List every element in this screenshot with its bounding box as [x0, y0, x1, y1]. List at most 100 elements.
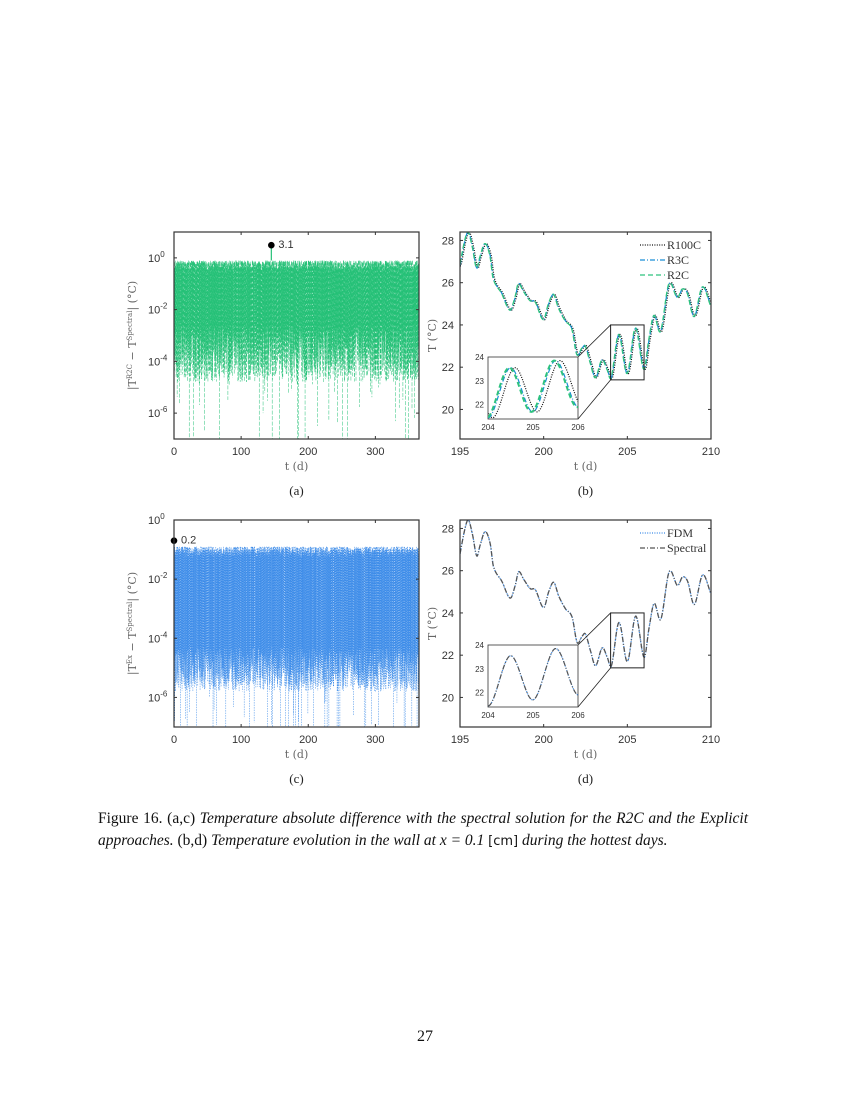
zoom-connector: [577, 612, 611, 646]
caption-ac-text: Temperature absolute difference with the…: [98, 810, 749, 849]
y-tick-exponent: -2: [160, 302, 168, 311]
x-axis-label: t (d): [574, 460, 598, 473]
inset-series-spectral: [488, 647, 578, 707]
y-label-mid: − T: [126, 340, 139, 364]
error-series: [174, 260, 419, 439]
y-label-sup2: Spectral: [126, 310, 134, 341]
y-tick-label: 22: [442, 650, 454, 662]
panel-a: 3.1 100 10-2 10-4 10-6 |TR2C − TSpectral| (°C…: [126, 231, 420, 498]
x-tick-label: 100: [232, 446, 250, 458]
x-tick-label: 0: [171, 734, 177, 746]
y-tick-label: 10-2: [148, 302, 168, 317]
inset-plot: 204 205 206 22 23 24: [475, 353, 585, 432]
x-tick-label: 100: [232, 734, 250, 746]
inset-x-tick-label: 205: [526, 711, 540, 720]
inset-x-tick-label: 206: [571, 711, 585, 720]
y-tick-exponent: 0: [160, 512, 165, 521]
inset-x-tick-label: 205: [526, 423, 540, 432]
legend-entry: R3C: [667, 253, 689, 267]
zoom-region-box: [610, 324, 645, 381]
legend-entry: R100C: [667, 238, 701, 252]
series-spectral: [460, 520, 711, 668]
y-label-sup1: Ex: [126, 655, 134, 664]
error-series: [174, 546, 419, 727]
inset-x-tick-label: 206: [571, 423, 585, 432]
series-r100c: [460, 232, 711, 380]
y-label-mid: − T: [126, 631, 139, 655]
inset-y-tick-label: 24: [475, 641, 484, 650]
y-tick-label: 20: [442, 404, 454, 416]
x-tick-label: 300: [366, 446, 384, 458]
plot-area: [174, 245, 419, 439]
axes-frame: [173, 231, 420, 440]
axes-frame: [459, 231, 712, 440]
y-tick-label: 26: [442, 566, 454, 578]
caption-unit: [cm]: [488, 834, 519, 849]
y-tick-exponent: -4: [160, 353, 168, 362]
x-axis-label: t (d): [285, 748, 309, 761]
y-axis-label: |TR2C − TSpectral| (°C): [126, 281, 140, 390]
max-annotation-label: 3.1: [278, 239, 293, 251]
y-label-sup2: Spectral: [126, 601, 134, 632]
caption-bd-text: Temperature evolution in the wall at x =…: [211, 832, 485, 849]
y-axis-label: T (°C): [426, 607, 439, 640]
x-axis-label: t (d): [285, 460, 309, 473]
panel-label: (a): [289, 483, 303, 498]
y-tick-label: 100: [148, 250, 165, 265]
y-tick-exponent: -4: [160, 630, 168, 639]
y-tick-exponent: -2: [160, 571, 168, 580]
inset-y-tick-label: 23: [475, 377, 484, 386]
plot-area: [460, 520, 711, 668]
y-tick-exponent: 0: [160, 250, 165, 259]
y-tick-label: 24: [442, 320, 454, 332]
panel-c: 0.2 100 10-2 10-4 10-6 |TEx − TSpectral| (°C)…: [126, 512, 420, 786]
plot-area: [460, 232, 711, 380]
x-tick-label: 195: [451, 734, 469, 746]
page-number: 27: [417, 1028, 433, 1045]
x-tick-label: 210: [702, 734, 720, 746]
caption-end-text: during the hottest days.: [522, 832, 668, 849]
inset-frame: [487, 644, 579, 708]
y-axis-label: T (°C): [426, 319, 439, 352]
axes-frame: [173, 519, 420, 728]
y-label-left: |T: [126, 663, 140, 675]
x-tick-label: 195: [451, 446, 469, 458]
zoom-connector: [577, 324, 611, 358]
y-tick-label: 26: [442, 278, 454, 290]
y-label-left: |T: [126, 378, 140, 390]
y-tick-exponent: -6: [160, 689, 168, 698]
inset-series-r2c: [488, 359, 578, 419]
y-tick-label: 10-4: [148, 630, 168, 645]
x-tick-label: 0: [171, 446, 177, 458]
x-tick-label: 205: [618, 446, 636, 458]
panel-label: (c): [289, 771, 303, 786]
panel-b: 20 22 24 26 28 T (°C) 204 205 206 22 23 24 R100CR3CR…: [426, 231, 720, 498]
figure-caption: Figure 16. (a,c) Temperature absolute di…: [98, 808, 748, 853]
x-tick-label: 200: [534, 734, 552, 746]
x-tick-label: 205: [618, 734, 636, 746]
legend-entry: R2C: [667, 268, 689, 282]
y-tick-label: 10-4: [148, 353, 168, 368]
caption-bd: (b,d): [177, 832, 208, 849]
caption-ac: (a,c): [167, 810, 196, 827]
y-label-right: | (°C): [126, 281, 140, 311]
series-r2c: [460, 232, 711, 380]
y-tick-label: 10-2: [148, 571, 168, 586]
x-tick-label: 200: [299, 446, 317, 458]
panel-label: (d): [578, 771, 593, 786]
zoom-region-box: [610, 612, 645, 669]
x-tick-label: 300: [366, 734, 384, 746]
legend-entry: Spectral: [667, 541, 707, 555]
inset-y-tick-label: 24: [475, 353, 484, 362]
caption-label: Figure 16.: [98, 810, 163, 827]
panel-label: (b): [578, 483, 593, 498]
x-tick-label: 200: [299, 734, 317, 746]
y-tick-label: 20: [442, 692, 454, 704]
inset-y-tick-label: 23: [475, 665, 484, 674]
y-label-right: | (°C): [126, 572, 140, 602]
y-tick-label: 22: [442, 362, 454, 374]
inset-series-fdm: [488, 647, 578, 707]
